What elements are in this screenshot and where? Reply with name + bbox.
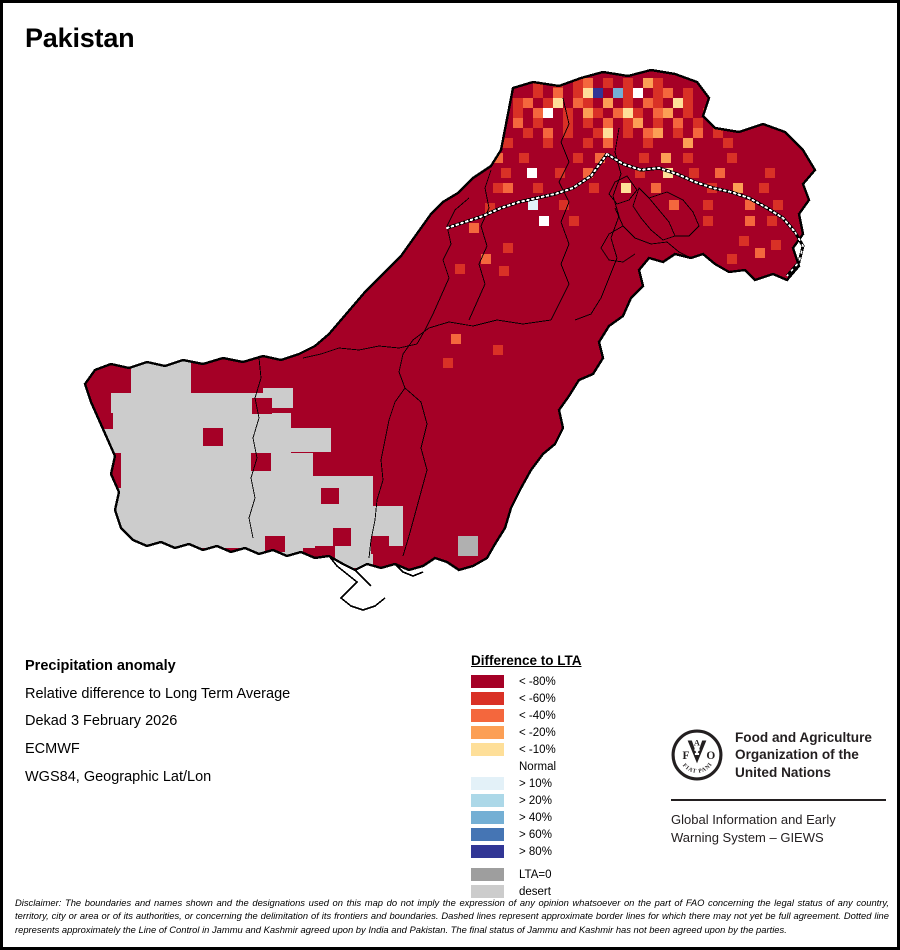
legend-swatch xyxy=(471,709,504,722)
giews-line1: Global Information and Early xyxy=(671,812,836,827)
line-of-control xyxy=(446,152,797,234)
map-caption: Precipitation anomaly Relative differenc… xyxy=(25,658,455,796)
legend-label: > 80% xyxy=(519,845,552,858)
fao-name-line2: Organization of the xyxy=(735,747,859,763)
fao-logo-block: F A O FIAT PANIS Food and Agriculture Or… xyxy=(669,725,886,846)
legend-label: > 20% xyxy=(519,794,552,807)
caption-heading: Precipitation anomaly xyxy=(25,658,176,674)
page-title: Pakistan xyxy=(25,23,135,53)
legend-label: > 10% xyxy=(519,777,552,790)
coastline xyxy=(328,555,424,611)
svg-text:F: F xyxy=(682,750,689,762)
legend-label: Normal xyxy=(519,760,557,773)
legend-swatch xyxy=(471,692,504,705)
disclaimer-text: Disclaimer: The boundaries and names sho… xyxy=(15,897,889,935)
legend-label: < -40% xyxy=(519,709,556,722)
legend-item[interactable]: < -10% xyxy=(471,741,661,758)
giews-line2: Warning System – GIEWS xyxy=(671,829,824,845)
legend-swatch xyxy=(471,675,504,688)
legend-item[interactable]: > 60% xyxy=(471,826,661,843)
legend-item[interactable]: < -40% xyxy=(471,707,661,724)
legend-label: > 40% xyxy=(519,811,552,824)
legend-swatch xyxy=(471,777,504,790)
fao-organization-name: Food and Agriculture Organization of the… xyxy=(735,729,872,781)
divider xyxy=(671,799,886,801)
legend-swatch xyxy=(471,828,504,841)
legend-swatch xyxy=(471,726,504,739)
svg-text:O: O xyxy=(706,750,715,762)
svg-text:A: A xyxy=(694,739,700,748)
legend-item[interactable]: < -20% xyxy=(471,724,661,741)
legend-item[interactable]: Normal xyxy=(471,758,661,775)
legend-label: < -20% xyxy=(519,726,556,739)
legend-item-lta-zero[interactable]: LTA=0 xyxy=(471,866,661,883)
legend-label: < -60% xyxy=(519,692,556,705)
legend-label: > 60% xyxy=(519,828,552,841)
giews-programme-name: Global Information and Early Warning Sys… xyxy=(671,811,886,846)
legend-item[interactable]: > 10% xyxy=(471,775,661,792)
caption-period: Dekad 3 February 2026 xyxy=(25,713,178,730)
national-border xyxy=(83,68,817,572)
legend-label: < -80% xyxy=(519,675,556,688)
legend-swatch xyxy=(471,868,504,881)
legend-swatch xyxy=(471,811,504,824)
legend-item[interactable]: > 40% xyxy=(471,809,661,826)
legend-swatch xyxy=(471,794,504,807)
legend-swatch xyxy=(471,760,504,773)
fao-name-line1: Food and Agriculture xyxy=(735,730,872,745)
province-boundaries xyxy=(248,97,700,559)
legend-item[interactable]: < -60% xyxy=(471,690,661,707)
caption-subtitle: Relative difference to Long Term Average xyxy=(25,685,291,702)
choropleth-map xyxy=(3,58,897,638)
legend-item[interactable]: < -80% xyxy=(471,673,661,690)
legend-title: Difference to LTA xyxy=(471,653,582,668)
legend-item[interactable]: > 80% xyxy=(471,843,661,860)
approximate-border xyxy=(785,231,805,277)
legend-swatch xyxy=(471,845,504,858)
map-legend: Difference to LTA < -80% < -60% < -40% <… xyxy=(471,653,661,900)
legend-swatch xyxy=(471,743,504,756)
caption-projection: WGS84, Geographic Lat/Lon xyxy=(25,768,212,785)
legend-item[interactable]: > 20% xyxy=(471,792,661,809)
fao-name-line3: United Nations xyxy=(735,764,831,780)
fao-emblem-icon: F A O FIAT PANIS xyxy=(669,725,723,786)
legend-label: LTA=0 xyxy=(519,868,552,881)
legend-label: < -10% xyxy=(519,743,556,756)
legend-swatch xyxy=(471,885,504,898)
legend-item-desert[interactable]: desert xyxy=(471,883,661,900)
legend-label: desert xyxy=(519,885,551,898)
caption-source: ECMWF xyxy=(25,741,80,758)
